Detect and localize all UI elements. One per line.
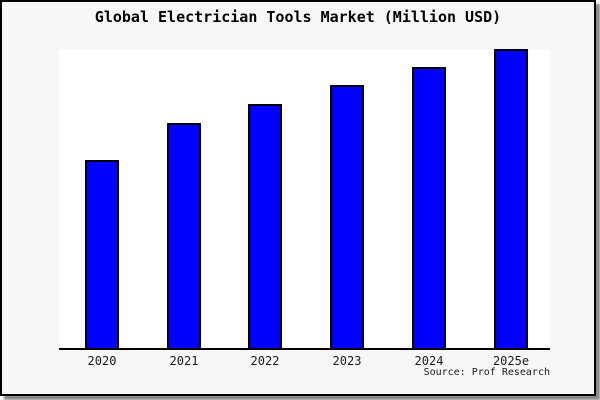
x-axis-label-2023: 2023	[332, 354, 362, 368]
bar-2023	[330, 85, 364, 348]
x-axis-label-2024: 2024	[414, 354, 444, 368]
bar-2025e	[494, 49, 528, 348]
source-credit: Source: Prof Research	[423, 367, 550, 378]
bar-2022	[248, 104, 282, 348]
chart-title: Global Electrician Tools Market (Million…	[94, 8, 502, 26]
bar-2020	[85, 160, 119, 348]
plot-area	[59, 49, 550, 350]
x-axis-label-2022: 2022	[250, 354, 280, 368]
bar-2024	[412, 67, 446, 348]
x-axis-label-2025e: 2025e	[492, 354, 530, 368]
bar-2021	[167, 123, 201, 348]
x-axis-label-2021: 2021	[169, 354, 199, 368]
x-axis-label-2020: 2020	[87, 354, 117, 368]
